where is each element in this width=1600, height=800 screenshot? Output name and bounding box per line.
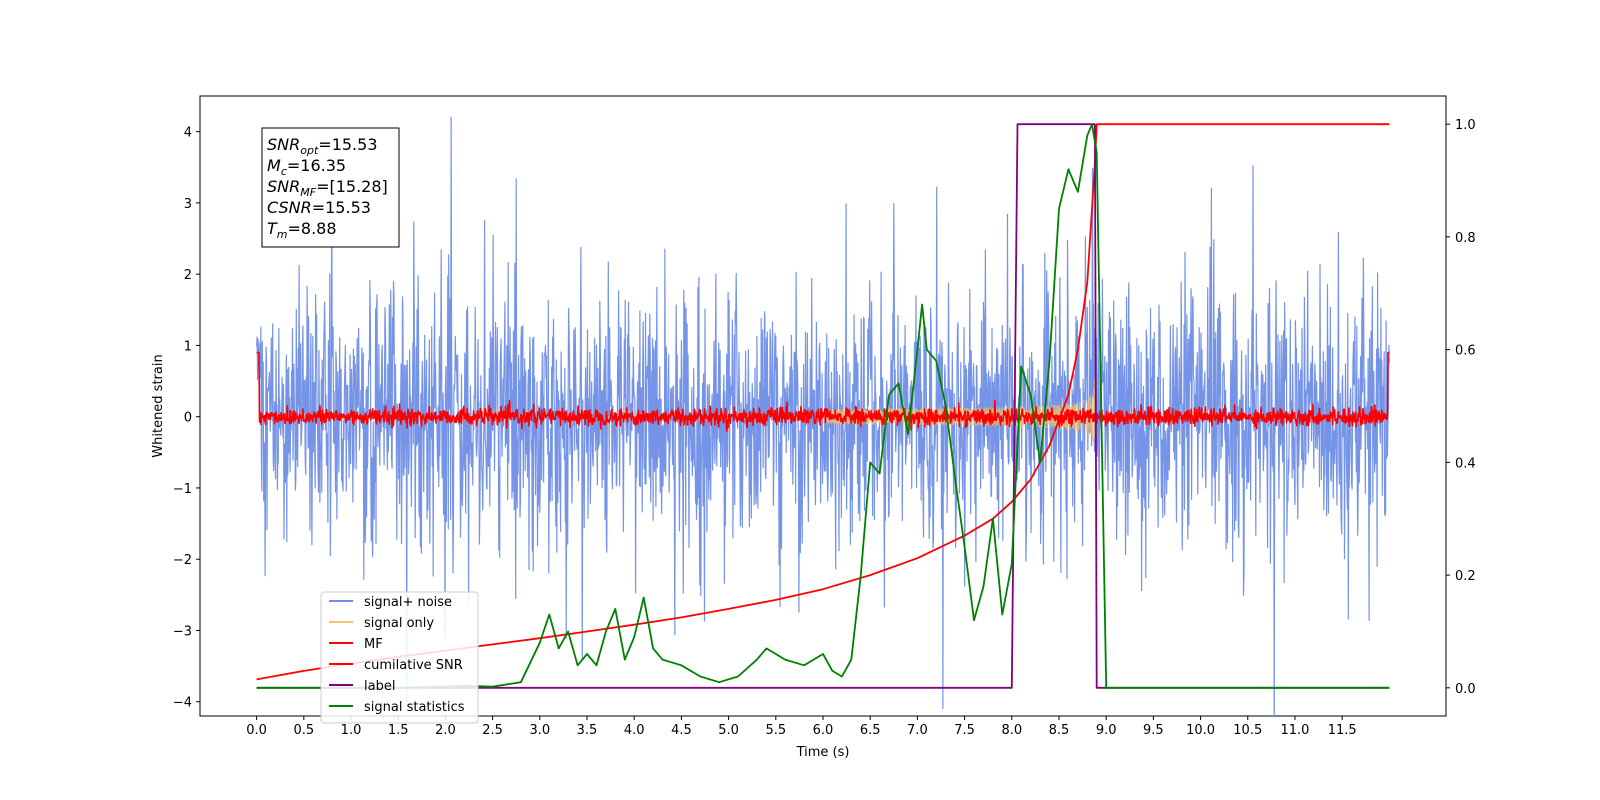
legend-frame [320, 591, 479, 724]
x-tick-label: 8.5 [1049, 723, 1070, 738]
x-tick-label: 1.0 [341, 723, 362, 738]
annotation-value: =16.35 [287, 156, 346, 175]
series-signal-noise [256, 116, 1390, 716]
x-tick-label: 7.5 [954, 723, 975, 738]
annotation-value: =15.53 [312, 198, 371, 217]
y-axis-label: Whitened strain [151, 354, 166, 457]
y2-tick-label: 0.8 [1455, 231, 1476, 246]
x-tick-label: 2.5 [482, 723, 503, 738]
y2-tick-label: 0.2 [1455, 569, 1476, 584]
y2-tick-label: 1.0 [1455, 118, 1476, 133]
series-mf [256, 351, 1390, 432]
x-tick-label: 2.0 [435, 723, 456, 738]
y-tick-label: 1 [184, 339, 192, 354]
x-tick-label: 6.5 [860, 723, 881, 738]
annotation-value: =8.88 [288, 219, 337, 238]
annotation-subscript: opt [300, 144, 319, 157]
annotation-value: =15.53 [318, 135, 377, 154]
annotation-subscript: c [281, 165, 287, 178]
x-tick-label: 5.5 [765, 723, 786, 738]
annotation-value: =[15.28] [316, 177, 388, 196]
x-tick-label: 11.0 [1280, 723, 1309, 738]
annotation-line: SNRopt=15.53 [267, 135, 378, 157]
x-tick-label: 10.5 [1233, 723, 1262, 738]
annotation-symbol: T [267, 219, 278, 238]
y-tick-label: 3 [184, 197, 192, 212]
y2-tick-label: 0.4 [1455, 456, 1476, 471]
x-tick-label: 4.5 [671, 723, 692, 738]
x-tick-label: 1.5 [388, 723, 409, 738]
annotation-symbol: CSNR [267, 198, 312, 217]
annotation-subscript: m [277, 228, 288, 241]
x-tick-label: 8.0 [1001, 723, 1022, 738]
x-tick-label: 9.0 [1096, 723, 1117, 738]
x-tick-label: 0.0 [246, 723, 267, 738]
series-signal-statistics [256, 123, 1390, 689]
legend-label: signal only [364, 616, 434, 631]
x-tick-label: 5.0 [718, 723, 739, 738]
y-tick-label: 2 [184, 268, 192, 283]
x-tick-label: 11.5 [1328, 723, 1357, 738]
x-tick-label: 3.5 [577, 723, 598, 738]
annotation-line: Tm=8.88 [267, 219, 337, 241]
legend-label: signal+ noise [364, 595, 452, 610]
legend-label: label [364, 679, 395, 694]
y-tick-label: 4 [184, 126, 192, 141]
x-axis-label: Time (s) [796, 745, 850, 760]
y-tick-label: −2 [173, 553, 192, 568]
legend-label: cumilative SNR [364, 658, 463, 673]
legend-label: MF [364, 637, 383, 652]
x-tick-label: 7.0 [907, 723, 928, 738]
y-tick-label: −3 [173, 624, 192, 639]
annotation-symbol: SNR [267, 135, 300, 154]
annotation-subscript: MF [300, 186, 316, 199]
x-tick-label: 6.0 [813, 723, 834, 738]
y-tick-label: −1 [173, 482, 192, 497]
annotation-box: SNRopt=15.53Mc=16.35SNRMF=[15.28]CSNR=15… [261, 127, 400, 248]
y-tick-label: −4 [173, 696, 192, 711]
annotation-line: Mc=16.35 [267, 156, 346, 178]
x-tick-label: 9.5 [1143, 723, 1164, 738]
x-tick-label: 4.0 [624, 723, 645, 738]
x-tick-label: 0.5 [293, 723, 314, 738]
legend-label: signal statistics [364, 700, 465, 715]
annotation-frame [261, 127, 400, 248]
legend: signal+ noise signal only MF cumilative SNR… [320, 591, 479, 724]
y-tick-label: 0 [184, 411, 192, 426]
annotation-line: SNRMF=[15.28] [267, 177, 388, 199]
annotation-symbol: SNR [267, 177, 300, 196]
x-tick-label: 10.0 [1186, 723, 1215, 738]
annotation-symbol: M [267, 156, 281, 175]
annotation-line: CSNR=15.53 [267, 198, 371, 217]
x-tick-label: 3.0 [529, 723, 550, 738]
y2-tick-label: 0.0 [1455, 682, 1476, 697]
y2-tick-label: 0.6 [1455, 344, 1476, 359]
